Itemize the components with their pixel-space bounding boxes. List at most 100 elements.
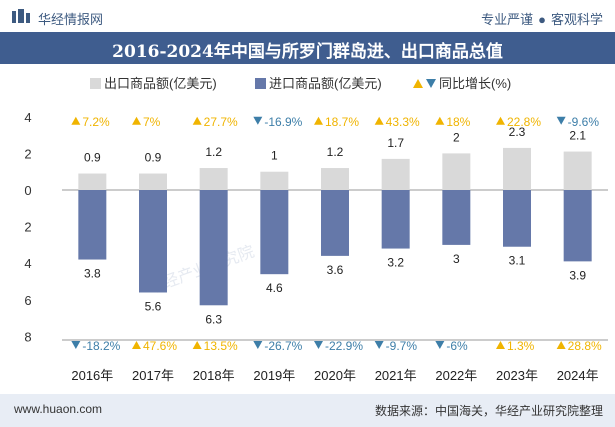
export-growth-up-triangle-icon <box>435 116 445 125</box>
import-bar <box>563 190 592 262</box>
import-growth-label: 28.8% <box>568 339 602 353</box>
export-growth-label: -9.6% <box>568 115 600 129</box>
footer: www.huaon.com 数据来源：中国海关，华经产业研究院整理 <box>0 394 615 427</box>
export-growth-label: 22.8% <box>507 115 541 129</box>
legend-export-swatch <box>90 78 101 89</box>
legend-down-triangle-icon <box>426 79 436 88</box>
import-bar <box>260 190 289 275</box>
slogan-left: 专业严谨 <box>481 12 534 27</box>
legend-export-label: 出口商品额(亿美元) <box>104 76 217 91</box>
import-value-label: 3.9 <box>569 268 586 282</box>
footer-source: 数据来源：中国海关，华经产业研究院整理 <box>374 404 603 418</box>
slogan-dot: ● <box>538 12 546 27</box>
import-value-label: 4.6 <box>266 281 283 295</box>
export-growth-up-triangle-icon <box>314 116 323 125</box>
export-growth-up-triangle-icon <box>71 116 81 125</box>
y-tick-label: 6 <box>24 293 31 308</box>
export-value-label: 2.3 <box>509 125 526 139</box>
import-bar <box>139 190 167 293</box>
y-tick-label: 2 <box>24 146 31 161</box>
export-growth-label: -16.9% <box>264 115 302 129</box>
logo-icon <box>12 9 30 23</box>
export-value-label: 1.2 <box>327 145 344 159</box>
export-growth-up-triangle-icon <box>132 116 141 125</box>
x-tick-label: 2020年 <box>314 368 356 383</box>
x-tick-label: 2017年 <box>132 368 174 383</box>
x-tick-label: 2022年 <box>435 368 477 383</box>
legend-growth-label: 同比增长(%) <box>439 76 511 91</box>
export-growth-down-triangle-icon <box>556 116 566 125</box>
import-growth-label: -6% <box>446 339 468 353</box>
x-tick-label: 2024年 <box>557 368 599 383</box>
import-growth-down-triangle-icon <box>374 341 384 350</box>
y-tick-label: 8 <box>24 329 31 344</box>
export-value-label: 2.1 <box>569 129 586 143</box>
import-growth-up-triangle-icon <box>192 341 202 350</box>
y-tick-label: 2 <box>24 220 31 235</box>
y-tick-label: 0 <box>24 183 31 198</box>
import-growth-label: -26.7% <box>264 339 302 353</box>
legend-up-triangle-icon <box>413 79 423 88</box>
import-growth-label: 1.3% <box>507 339 535 353</box>
import-value-label: 3.1 <box>509 254 526 268</box>
import-value-label: 3.6 <box>327 263 344 277</box>
import-growth-down-triangle-icon <box>314 341 323 350</box>
export-bar <box>321 168 349 190</box>
export-growth-label: 18.7% <box>325 115 359 129</box>
chart-title: 2016-2024年中国与所罗门群岛进、出口商品总值 <box>112 42 503 62</box>
export-growth-label: 7.2% <box>82 115 110 129</box>
import-growth-label: -9.7% <box>386 339 418 353</box>
export-growth-up-triangle-icon <box>192 116 202 125</box>
export-bar <box>563 151 592 190</box>
y-tick-label: 4 <box>24 256 31 271</box>
export-bar <box>260 171 289 190</box>
import-bar <box>503 190 531 247</box>
x-tick-label: 2019年 <box>253 368 295 383</box>
export-growth-up-triangle-icon <box>496 116 505 125</box>
x-tick-label: 2021年 <box>375 368 417 383</box>
import-value-label: 6.3 <box>205 312 222 326</box>
import-growth-label: -22.9% <box>325 339 363 353</box>
import-growth-up-triangle-icon <box>132 341 141 350</box>
slogan-right: 客观科学 <box>550 12 603 27</box>
title-bar: 2016-2024年中国与所罗门群岛进、出口商品总值 <box>0 32 615 64</box>
export-bar <box>199 168 228 190</box>
import-value-label: 5.6 <box>145 299 162 313</box>
export-growth-label: 27.7% <box>204 115 238 129</box>
top-header: 华经情报网 专业严谨 ● 客观科学 <box>0 0 615 32</box>
import-growth-label: 47.6% <box>143 339 177 353</box>
import-growth-up-triangle-icon <box>556 341 566 350</box>
import-growth-down-triangle-icon <box>71 341 81 350</box>
import-bar <box>381 190 410 249</box>
export-bar <box>381 158 410 190</box>
export-value-label: 2 <box>453 130 460 144</box>
export-bar <box>503 147 531 190</box>
brand-name: 华经情报网 <box>38 12 104 27</box>
import-bar <box>442 190 471 245</box>
export-value-label: 0.9 <box>145 151 162 165</box>
import-growth-down-triangle-icon <box>253 341 263 350</box>
x-tick-label: 2016年 <box>71 368 113 383</box>
import-bar <box>321 190 349 256</box>
export-growth-down-triangle-icon <box>253 116 263 125</box>
export-bar <box>139 173 167 190</box>
export-value-label: 0.9 <box>84 151 101 165</box>
footer-url[interactable]: www.huaon.com <box>14 402 103 416</box>
import-value-label: 3.8 <box>84 267 101 281</box>
chart: 华经产业研究院出口商品额(亿美元)进口商品额(亿美元)同比增长(%)420246… <box>24 76 608 383</box>
slogan: 专业严谨 ● 客观科学 <box>481 9 603 28</box>
export-growth-label: 7% <box>143 115 161 129</box>
import-growth-label: -18.2% <box>82 339 120 353</box>
export-growth-up-triangle-icon <box>374 116 384 125</box>
import-bar <box>78 190 107 260</box>
export-growth-label: 43.3% <box>386 115 420 129</box>
export-growth-label: 18% <box>446 115 470 129</box>
import-value-label: 3 <box>453 252 460 266</box>
import-bar <box>199 190 228 306</box>
import-value-label: 3.2 <box>387 256 404 270</box>
import-growth-up-triangle-icon <box>496 341 505 350</box>
y-tick-label: 4 <box>24 110 31 125</box>
export-value-label: 1.2 <box>205 145 222 159</box>
export-value-label: 1.7 <box>387 136 404 150</box>
export-bar <box>442 153 471 190</box>
